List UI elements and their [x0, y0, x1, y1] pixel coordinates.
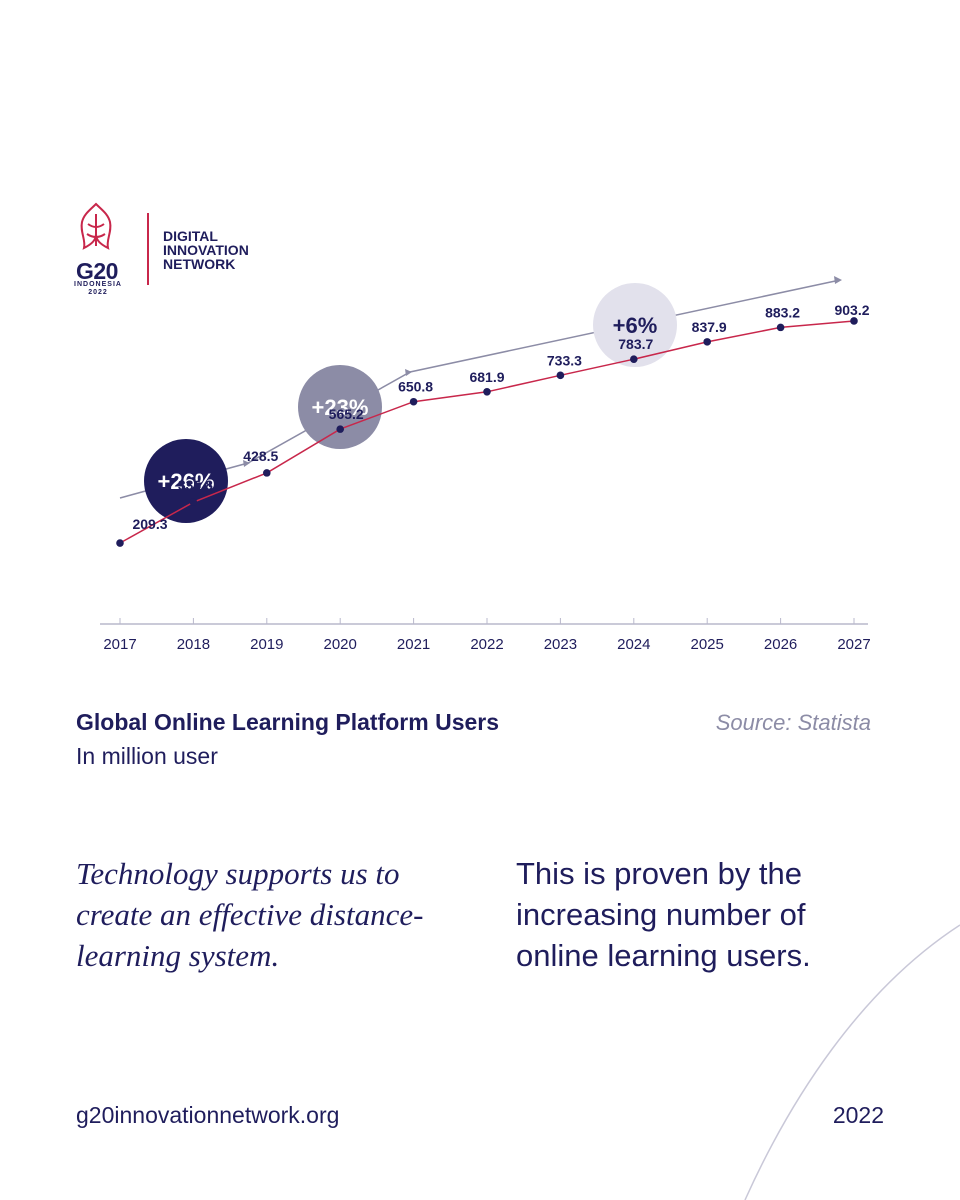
quote-text: Technology supports us to create an effe…	[76, 856, 424, 973]
data-label: 565.2	[329, 406, 364, 422]
logo-country: INDONESIA	[74, 281, 122, 288]
data-label: 209.3	[132, 516, 167, 532]
logo-divider	[147, 213, 149, 285]
data-label: 336.8	[178, 477, 213, 493]
chart-source: Source: Statista	[715, 710, 871, 735]
data-point	[263, 469, 271, 477]
data-label: 428.5	[243, 448, 278, 464]
data-label: 837.9	[692, 319, 727, 335]
chart-unit-label: In million user	[76, 743, 218, 769]
x-tick-label: 2027	[837, 636, 870, 653]
x-tick-label: 2022	[470, 636, 503, 653]
growth-bubble	[593, 283, 677, 367]
x-tick-label: 2023	[544, 636, 577, 653]
x-tick-label: 2021	[397, 636, 430, 653]
network-line: DIGITAL	[163, 228, 218, 244]
x-tick-label: 2018	[177, 636, 210, 653]
data-label: 650.8	[398, 379, 433, 395]
x-tick-label: 2020	[324, 636, 357, 653]
x-tick-label: 2025	[691, 636, 724, 653]
x-tick-label: 2017	[103, 636, 136, 653]
growth-bubble-label: +26%	[158, 469, 215, 494]
network-line: NETWORK	[163, 256, 236, 272]
data-point	[776, 323, 785, 332]
data-label: 883.2	[765, 304, 800, 320]
growth-bubble	[144, 439, 228, 523]
trend-arrow-head-icon	[834, 276, 842, 284]
chart-title: Global Online Learning Platform Users	[76, 709, 500, 735]
logo-subtitle: INDONESIA 2022	[74, 281, 122, 297]
data-point	[703, 338, 711, 346]
data-point	[630, 355, 638, 364]
data-label: 681.9	[469, 369, 504, 385]
line-chart: 2017 2018 2019 2020 2021 2022 2023 2024 2025 2026…	[100, 276, 871, 653]
growth-bubble	[298, 365, 382, 449]
data-point	[556, 371, 565, 380]
growth-bubble-label: +6%	[613, 313, 658, 338]
x-tick-label: 2019	[250, 636, 283, 653]
website-link[interactable]: g20innovationnetwork.org	[76, 1102, 340, 1128]
data-point	[336, 425, 345, 433]
logo-year: 2022	[88, 289, 108, 296]
statement-text: This is proven by the increasing number …	[516, 856, 811, 973]
x-tick-label: 2024	[617, 636, 650, 653]
network-line: INNOVATION	[163, 242, 249, 258]
data-point	[409, 397, 418, 406]
network-name: DIGITAL INNOVATION NETWORK	[163, 229, 249, 271]
data-point	[189, 498, 198, 507]
x-tick-label: 2026	[764, 636, 797, 653]
data-point	[850, 317, 858, 325]
data-point	[116, 539, 124, 547]
footer-year: 2022	[832, 1102, 884, 1128]
data-point	[483, 387, 491, 396]
data-label: 733.3	[547, 352, 582, 368]
trend-arrow-marker-icon	[243, 460, 250, 467]
logo-wordmark: G20	[76, 258, 118, 284]
data-label: 903.2	[834, 302, 869, 318]
trend-arrow-marker-icon	[405, 369, 412, 376]
g20-emblem-icon	[80, 202, 112, 250]
data-label: 783.7	[618, 336, 653, 352]
growth-bubble-label: +23%	[312, 395, 369, 420]
